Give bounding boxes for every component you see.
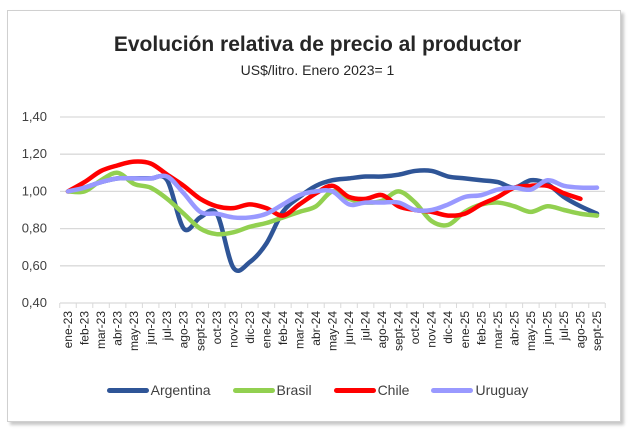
legend-swatch	[106, 387, 149, 393]
chart-frame	[7, 10, 621, 422]
x-tick-label: jul-24	[359, 311, 373, 342]
x-tick-label: nov-23	[226, 311, 240, 348]
x-tick-label: feb-25	[474, 311, 488, 345]
legend-label: Chile	[377, 382, 410, 398]
x-tick-label: ene-23	[61, 311, 75, 349]
legend-label: Uruguay	[475, 382, 529, 398]
x-axis-ticks: ene-23 feb-23 mar-23 abr-23 may-23 jun-23 jul-…	[59, 303, 606, 351]
x-tick-label: feb-24	[276, 311, 290, 345]
legend-label: Argentina	[150, 382, 211, 398]
legend-swatch	[232, 387, 275, 393]
y-tick-label: 1,20	[22, 146, 47, 161]
x-tick-label: may-25	[524, 311, 538, 351]
legend-swatch	[333, 387, 376, 393]
y-tick-label: 1,40	[22, 109, 47, 124]
x-tick-label: jun-24	[342, 311, 356, 346]
series-lines	[65, 159, 600, 273]
x-tick-label: abr-25	[507, 311, 521, 346]
x-tick-label: dic-23	[243, 311, 257, 344]
x-tick-label: may-23	[127, 311, 141, 351]
legend-item-argentina: Argentina	[106, 382, 211, 398]
x-tick-label: abr-23	[111, 311, 125, 346]
y-axis-ticks: 1,40 1,20 1,00 0,80 0,60 0,40	[22, 109, 47, 310]
y-tick-label: 0,80	[22, 221, 47, 236]
x-tick-label: oct-24	[408, 311, 422, 345]
x-tick-label: sept-24	[392, 311, 406, 351]
x-tick-label: abr-24	[309, 311, 323, 346]
y-tick-label: 0,40	[22, 295, 47, 310]
y-tick-label: 1,00	[22, 183, 47, 198]
x-tick-label: feb-23	[78, 311, 92, 345]
legend-item-chile: Chile	[333, 382, 410, 398]
x-tick-label: jun-23	[144, 311, 158, 346]
chart-subtitle: US$/litro. Enero 2023= 1	[240, 62, 395, 78]
legend-swatch	[431, 387, 474, 393]
x-tick-label: sept-25	[590, 311, 604, 351]
x-tick-label: sept-23	[193, 311, 207, 351]
x-tick-label: mar-23	[94, 311, 108, 349]
legend-item-uruguay: Uruguay	[431, 382, 528, 398]
series-line-uruguay	[65, 173, 600, 221]
x-tick-label: ene-24	[259, 311, 273, 349]
series-line-chile	[65, 159, 583, 218]
x-tick-label: may-24	[326, 311, 340, 351]
x-tick-label: ago-23	[177, 311, 191, 349]
y-tick-label: 0,60	[22, 258, 47, 273]
x-tick-label: oct-23	[210, 311, 224, 345]
chart-title: Evolución relativa de precio al producto…	[113, 33, 522, 56]
x-tick-label: mar-25	[491, 311, 505, 349]
legend: Argentina Brasil Chile Uruguay	[0, 382, 635, 398]
x-tick-label: nov-24	[425, 311, 439, 348]
x-tick-label: ago-25	[573, 311, 587, 349]
x-tick-label: jun-25	[540, 311, 554, 346]
x-tick-label: ago-24	[375, 311, 389, 349]
x-tick-label: ene-25	[458, 311, 472, 349]
x-tick-label: mar-24	[292, 311, 306, 349]
legend-label: Brasil	[276, 382, 312, 398]
x-tick-label: jul-25	[557, 311, 571, 342]
x-tick-label: jul-23	[160, 311, 174, 342]
x-tick-label: dic-24	[441, 311, 455, 344]
legend-item-brasil: Brasil	[232, 382, 312, 398]
